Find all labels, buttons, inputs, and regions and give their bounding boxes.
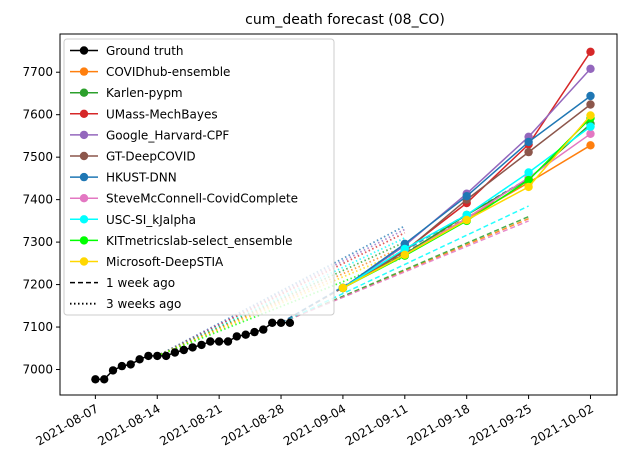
legend-marker-4 [79, 130, 89, 140]
ground-truth-point-14 [214, 337, 224, 346]
legend-marker-3 [79, 109, 89, 119]
legend-marker-8 [79, 215, 89, 224]
y-tick-label-1: 7100 [22, 320, 53, 334]
legend-label-4: Google_Harvard-CPF [106, 128, 229, 142]
series-5-point-3 [524, 137, 533, 147]
ground-truth-point-10 [179, 345, 188, 355]
ground-truth-point-7 [153, 351, 162, 361]
series-9-point-0 [338, 283, 348, 293]
legend-marker-1 [79, 67, 89, 76]
x-tick-label-0: 2021-08-07 [33, 401, 100, 448]
ground-truth-point-13 [206, 337, 215, 346]
legend-label-11: 1 week ago [106, 276, 175, 290]
ground-truth-point-12 [197, 340, 206, 350]
ground-truth-point-4 [126, 360, 135, 369]
ground-truth-point-17 [241, 330, 250, 339]
y-tick-label-6: 7600 [22, 108, 53, 122]
series-2-point-4 [586, 47, 595, 56]
legend-label-8: USC-SI_kJalpha [106, 213, 196, 227]
legend-marker-9 [79, 236, 89, 245]
legend-marker-5 [79, 151, 89, 161]
ground-truth-point-21 [276, 318, 286, 327]
series-6-point-4 [586, 129, 595, 138]
chart-title: cum_death forecast (08_CO) [245, 12, 445, 28]
one-week-ago-line-3 [280, 205, 529, 324]
series-9-point-2 [462, 215, 471, 225]
legend-marker-0 [79, 46, 89, 55]
x-tick-label-6: 2021-09-18 [405, 401, 472, 448]
ground-truth-point-8 [161, 351, 171, 361]
x-axis: 2021-08-072021-08-142021-08-212021-08-28… [33, 395, 596, 448]
series-4-point-3 [524, 147, 533, 157]
series-9-point-4 [586, 111, 595, 120]
three-weeks-ago-line-6 [156, 249, 406, 357]
series-3-point-4 [586, 64, 595, 74]
ground-truth-point-2 [108, 366, 118, 375]
legend-marker-10 [79, 257, 89, 266]
three-weeks-ago-line-0 [156, 225, 406, 357]
series-9-point-1 [400, 250, 409, 259]
ground-truth-point-6 [144, 351, 153, 361]
series-0-point-4 [586, 141, 595, 150]
y-tick-label-4: 7400 [22, 193, 53, 207]
y-tick-label-0: 7000 [22, 363, 53, 377]
x-tick-label-1: 2021-08-14 [95, 401, 162, 448]
legend-marker-2 [79, 88, 89, 97]
series-7-point-4 [586, 122, 595, 131]
legend-label-5: GT-DeepCOVID [106, 150, 196, 164]
series-5-point-2 [462, 192, 471, 201]
ground-truth-point-18 [250, 327, 259, 337]
series-9-point-3 [524, 182, 533, 192]
legend-label-1: COVIDhub-ensemble [106, 65, 230, 79]
ground-truth-point-20 [268, 318, 277, 327]
ground-truth-point-1 [100, 375, 109, 384]
series-7-point-1 [400, 244, 409, 254]
legend-marker-6 [79, 172, 89, 182]
legend-label-7: SteveMcConnell-CovidComplete [106, 192, 298, 206]
legend-marker-7 [79, 194, 89, 203]
plot-frame [59, 33, 618, 396]
y-tick-label-3: 7300 [22, 235, 53, 249]
x-tick-label-5: 2021-09-11 [343, 401, 410, 448]
legend-box [63, 38, 335, 316]
x-tick-label-3: 2021-08-28 [219, 401, 286, 448]
series-4-point-4 [586, 100, 595, 109]
legend-label-2: Karlen-pypm [106, 86, 183, 100]
series-5-point-4 [586, 91, 595, 101]
y-tick-label-7: 7700 [22, 65, 53, 79]
x-tick-label-8: 2021-10-02 [529, 401, 596, 448]
series-8-point-3 [524, 175, 533, 185]
ground-truth-point-11 [188, 343, 197, 352]
x-tick-label-7: 2021-09-25 [467, 401, 534, 448]
legend-label-3: UMass-MechBayes [106, 107, 218, 121]
ground-truth-point-5 [135, 355, 144, 364]
ground-truth-point-19 [259, 325, 268, 334]
ground-truth-point-0 [91, 375, 100, 384]
forecast-series [338, 47, 595, 293]
y-axis: 7000 7100 7200 7300 7400 7500 7600 7700 [22, 65, 60, 377]
ground-truth-point-15 [223, 337, 233, 346]
ground-truth-point-9 [170, 348, 180, 357]
ground-truth-point-3 [117, 361, 127, 371]
ground-truth-point-16 [232, 332, 241, 341]
legend: Ground truth COVIDhub-ensemble Karlen-pypm… [63, 38, 335, 316]
legend-label-10: Microsoft-DeepSTIA [106, 255, 224, 269]
series-7-point-3 [524, 168, 533, 177]
legend-label-9: KITmetricslab-select_ensemble [106, 234, 293, 248]
y-tick-label-5: 7500 [22, 150, 53, 164]
ground-truth-point-22 [285, 318, 295, 327]
y-tick-label-2: 7200 [22, 278, 53, 292]
x-tick-label-2: 2021-08-21 [157, 401, 224, 448]
x-tick-label-4: 2021-09-04 [281, 401, 348, 448]
legend-label-0: Ground truth [106, 44, 184, 58]
legend-label-6: HKUST-DNN [106, 171, 177, 185]
ground-truth-series [91, 318, 295, 384]
legend-label-12: 3 weeks ago [106, 297, 181, 311]
